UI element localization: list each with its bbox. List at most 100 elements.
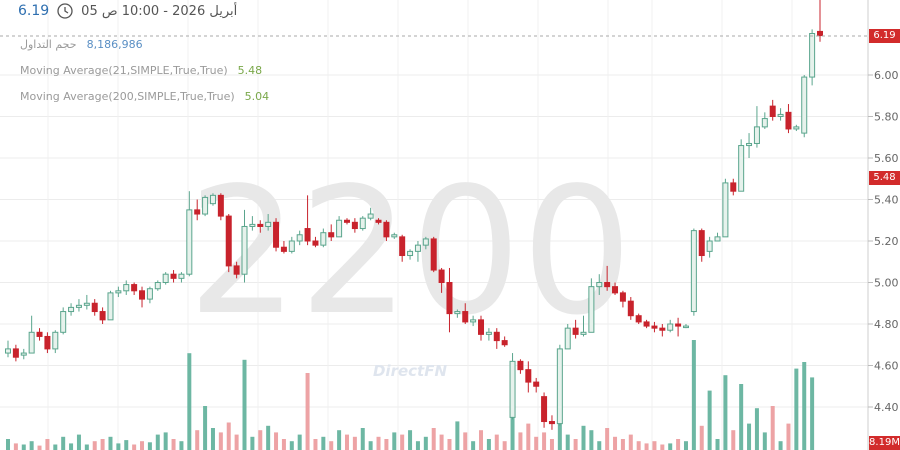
candle-body (690, 230, 697, 313)
candle-body (556, 348, 563, 425)
volume-bar (84, 444, 89, 450)
volume-bar (352, 436, 357, 450)
volume-bar (234, 434, 239, 450)
volume-bar (37, 445, 42, 450)
volume-bar (636, 441, 641, 450)
volume-bar (770, 406, 775, 450)
volume-bar (13, 443, 18, 450)
volume-bar (53, 444, 58, 450)
candle-body (485, 331, 492, 335)
candle-body (241, 225, 248, 275)
volume-bar (699, 425, 704, 450)
candle-body (280, 246, 287, 252)
candle-body (817, 30, 823, 37)
candle-body (619, 292, 626, 302)
candle-body (580, 331, 587, 335)
volume-bar (549, 439, 554, 450)
volume-bars (6, 340, 815, 450)
candle-body (517, 360, 524, 371)
volume-bar (226, 422, 231, 450)
volume-bar (400, 434, 405, 450)
candle-body (635, 315, 642, 323)
candle-body (359, 217, 366, 230)
volume-bar (573, 439, 578, 450)
candle-body (343, 219, 350, 223)
candle-body (273, 221, 280, 248)
candle-body (714, 236, 721, 242)
volume-bar (100, 439, 105, 450)
candles (5, 0, 823, 430)
volume-bar (45, 439, 50, 450)
legend-ma200: Moving Average(200,SIMPLE,True,True) 5.0… (20, 90, 269, 103)
candle-body (564, 327, 571, 350)
legend-volume: حجم التداول 8,186,986 (20, 38, 143, 51)
candle-body (801, 76, 808, 134)
candle-body (706, 240, 713, 252)
volume-bar (739, 384, 744, 450)
candle-body (682, 325, 689, 329)
volume-bar (147, 442, 152, 450)
volume-bar (731, 430, 736, 450)
candle-body (462, 311, 469, 323)
price-tick-label: 4.80 (874, 318, 899, 331)
candle-body (312, 240, 319, 246)
candle-body (525, 369, 532, 383)
candle-body (659, 327, 666, 331)
volume-bar (6, 439, 10, 450)
clock-icon (57, 3, 73, 19)
candle-body (667, 323, 674, 331)
volume-bar (628, 434, 633, 450)
price-axis[interactable]: 6.00 5.80 5.60 5.40 5.20 5.00 4.80 4.60 4.40 (868, 69, 899, 414)
datetime: أبريل 2026 - 10:00 ص 05 (81, 3, 238, 19)
volume-bar (289, 441, 294, 450)
ma200-label: Moving Average(200,SIMPLE,True,True) (20, 90, 235, 103)
price-tick-label: 6.00 (874, 69, 899, 82)
legend-ma21: Moving Average(21,SIMPLE,True,True) 5.48 (20, 64, 262, 77)
volume-bar (471, 441, 476, 450)
candle-body (44, 335, 51, 350)
candle-body (328, 232, 335, 238)
volume-bar (281, 439, 286, 450)
volume-bar (494, 434, 499, 450)
volume-bar (439, 434, 444, 450)
volume-bar (337, 430, 342, 450)
candle-body (809, 33, 816, 78)
price-tick-label: 5.60 (874, 152, 899, 165)
volume-bar (92, 441, 97, 450)
candle-body (407, 250, 414, 257)
volume-bar (486, 439, 491, 450)
candle-body (154, 282, 161, 290)
price-tick-label: 5.20 (874, 235, 899, 248)
candle-body (422, 238, 429, 246)
volume-bar (723, 375, 728, 450)
volume-bar (124, 440, 129, 450)
candle-body (509, 360, 516, 418)
volume-bar (415, 441, 420, 450)
volume-bar (479, 430, 484, 450)
volume-bar (155, 434, 160, 450)
volume-bar (794, 368, 799, 450)
volume-bar (203, 406, 208, 450)
candle-body (5, 348, 11, 354)
volume-bar (116, 443, 121, 450)
volume-bar (463, 432, 468, 450)
volume-bar (660, 444, 665, 450)
candle-body (320, 232, 327, 246)
volume-bar (258, 430, 263, 450)
volume-bar (715, 439, 720, 450)
candle-body (777, 113, 784, 118)
candle-body (548, 421, 555, 425)
candle-body (131, 284, 138, 292)
volume-bar (195, 430, 200, 450)
volume-bar (620, 439, 625, 450)
candle-body (651, 325, 658, 329)
volume-bar (329, 441, 334, 450)
candle-body (68, 306, 75, 313)
volume-bar (250, 436, 255, 450)
volume-bar (368, 441, 373, 450)
candle-body (115, 290, 122, 294)
volume-bar (526, 423, 531, 450)
volume-bar (210, 428, 215, 450)
candle-body (194, 209, 201, 215)
